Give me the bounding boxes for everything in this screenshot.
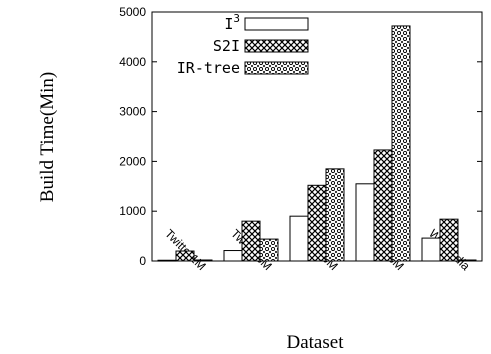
x-tick-label: Twitter1M bbox=[162, 226, 209, 273]
legend-label-plain: I3 bbox=[224, 12, 240, 33]
bar-crosshatch-twitter15m bbox=[373, 149, 393, 262]
legend: I3 S2I IR-tree bbox=[177, 12, 309, 77]
y-tick-label: 0 bbox=[139, 254, 146, 268]
bar-crosshatch-wikipedia bbox=[439, 218, 459, 262]
bar-crosshatch-twitter10m bbox=[307, 184, 327, 262]
bar-dots-twitter10m bbox=[325, 168, 345, 262]
bar-dots-twitter5m bbox=[259, 238, 279, 262]
legend-swatch-crosshatch bbox=[244, 39, 309, 53]
bar-plain-twitter5m bbox=[223, 250, 243, 262]
y-tick-label: 2000 bbox=[119, 154, 146, 168]
y-tick-label: 3000 bbox=[119, 105, 146, 119]
x-axis-title: Dataset bbox=[287, 332, 345, 353]
bar-plain-twitter15m bbox=[355, 183, 375, 262]
bar-dots-twitter1m bbox=[193, 259, 213, 262]
bar-crosshatch-twitter1m bbox=[175, 250, 195, 262]
bar-plain-wikipedia bbox=[421, 237, 441, 262]
legend-swatch-plain bbox=[244, 17, 309, 31]
legend-series-name: S2I bbox=[213, 37, 240, 55]
y-axis: 0 1000 2000 3000 4000 5000 bbox=[119, 5, 482, 268]
y-tick-label: 1000 bbox=[119, 204, 146, 218]
bar-dots-wikipedia bbox=[457, 259, 477, 262]
bars bbox=[157, 25, 477, 262]
bar-dots-twitter15m bbox=[391, 25, 411, 262]
bar-plain-twitter10m bbox=[289, 215, 309, 262]
legend-series-name: IR-tree bbox=[177, 59, 240, 77]
y-axis-title: Build Time(Min) bbox=[37, 72, 58, 202]
bar-crosshatch-twitter5m bbox=[241, 220, 261, 262]
legend-series-name: I bbox=[224, 15, 233, 33]
legend-label-dots: IR-tree bbox=[177, 59, 240, 77]
legend-swatch-dots bbox=[244, 61, 309, 75]
y-tick-label: 4000 bbox=[119, 55, 146, 69]
y-tick-label: 5000 bbox=[119, 5, 146, 19]
legend-series-superscript: 3 bbox=[233, 12, 240, 25]
bar-plain-twitter1m bbox=[157, 259, 177, 262]
legend-label-crosshatch: S2I bbox=[213, 37, 240, 55]
